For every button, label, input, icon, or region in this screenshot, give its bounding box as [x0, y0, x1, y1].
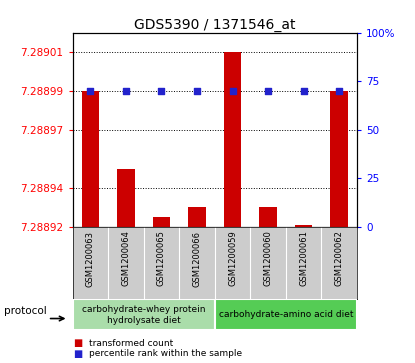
Point — [87, 88, 94, 94]
Point — [194, 88, 200, 94]
Bar — [117, 168, 135, 227]
Point — [336, 88, 342, 94]
Title: GDS5390 / 1371546_at: GDS5390 / 1371546_at — [134, 18, 295, 32]
Text: GSM1200063: GSM1200063 — [86, 231, 95, 286]
Bar — [73, 299, 215, 330]
Text: ■: ■ — [73, 338, 82, 348]
Point — [122, 88, 129, 94]
Bar — [330, 91, 348, 227]
Point — [300, 88, 307, 94]
Bar — [188, 207, 206, 227]
Bar — [215, 299, 357, 330]
Text: GSM1200066: GSM1200066 — [193, 231, 202, 286]
Text: GSM1200061: GSM1200061 — [299, 231, 308, 286]
Bar — [153, 217, 170, 227]
Text: transformed count: transformed count — [89, 339, 173, 347]
Point — [158, 88, 165, 94]
Text: GSM1200065: GSM1200065 — [157, 231, 166, 286]
Text: GSM1200060: GSM1200060 — [264, 231, 273, 286]
Text: carbohydrate-amino acid diet: carbohydrate-amino acid diet — [219, 310, 353, 319]
Bar — [295, 225, 312, 227]
Point — [265, 88, 271, 94]
Text: percentile rank within the sample: percentile rank within the sample — [89, 350, 242, 358]
Text: GSM1200062: GSM1200062 — [334, 231, 344, 286]
Bar — [224, 52, 242, 227]
Text: GSM1200064: GSM1200064 — [122, 231, 130, 286]
Text: GSM1200059: GSM1200059 — [228, 231, 237, 286]
Text: protocol: protocol — [4, 306, 47, 316]
Bar — [81, 91, 99, 227]
Bar — [259, 207, 277, 227]
Point — [229, 88, 236, 94]
Text: ■: ■ — [73, 349, 82, 359]
Text: carbohydrate-whey protein
hydrolysate diet: carbohydrate-whey protein hydrolysate di… — [82, 305, 205, 325]
